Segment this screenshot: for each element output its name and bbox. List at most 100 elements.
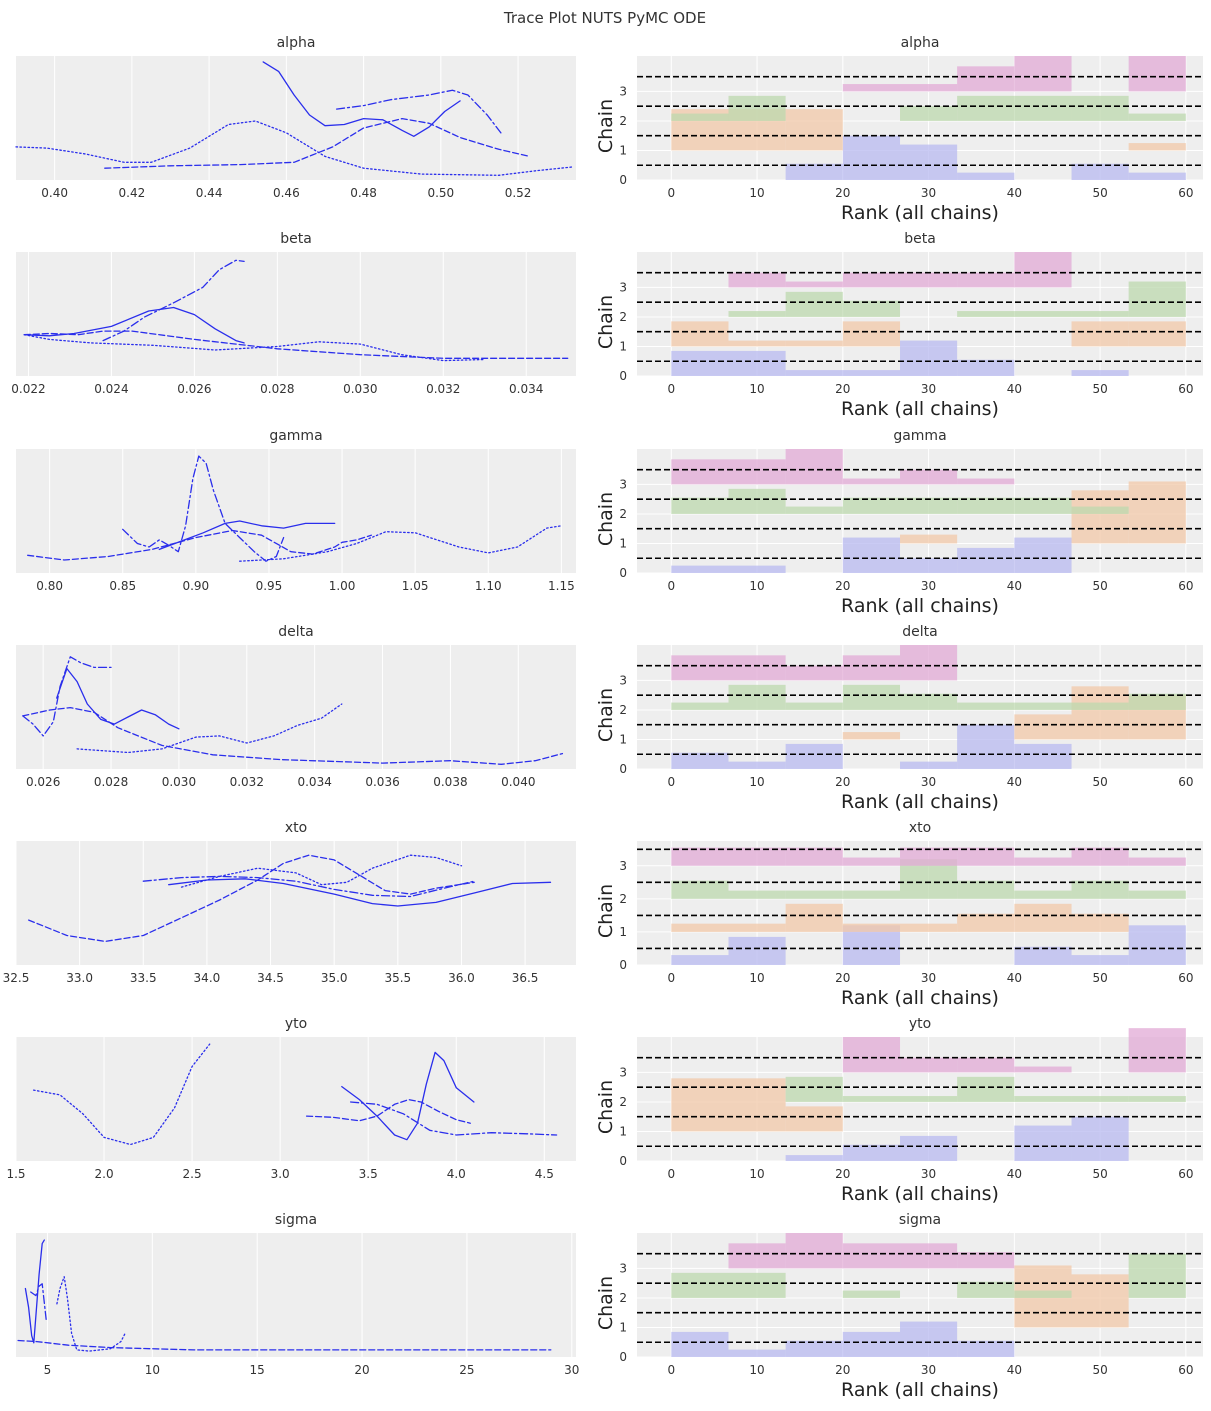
x-tick-label: 30 [921,1363,936,1377]
x-tick-label: 40 [1007,1363,1022,1377]
plot-title: xto [285,820,307,836]
x-tick-label: 0.95 [256,579,283,593]
rank-bar-chain-0 [728,761,786,769]
kde-line-chain-2 [56,1276,126,1352]
x-tick-label: 0.022 [11,382,45,396]
kde-line-chain-1 [23,330,569,359]
y-tick-label: 3 [619,673,627,687]
rank-bar-chain-0 [1014,946,1072,965]
x-tick-label: 0.028 [260,382,294,396]
rank-bar-chain-0 [900,761,958,769]
x-tick-label: 35.0 [321,971,348,985]
kde-line-chain-2 [180,854,463,888]
rank-bar-chain-0 [1071,163,1129,180]
rank-bar-chain-2 [728,684,786,710]
x-tick-label: 0.52 [505,186,532,200]
rank-bar-chain-0 [785,163,843,180]
rank-bar-chain-1 [671,321,729,347]
rank-bar-chain-0 [900,558,958,573]
rank-bar-chain-0 [957,547,1015,573]
rank-bar-chain-2 [671,497,729,514]
x-tick-label: 0 [667,186,675,200]
x-tick-label: 10 [749,1363,764,1377]
rank-bar-chain-0 [957,172,1015,180]
rank-bar-chain-0 [900,340,958,376]
x-tick-label: 4.5 [535,1167,554,1181]
plot-background [16,449,576,573]
plot-title: sigma [899,1212,941,1228]
kde-line-chain-1 [305,1098,471,1124]
kde-line-chain-2 [23,334,486,362]
kde-line-chain-1 [27,529,372,561]
x-tick-label: 1.10 [475,579,502,593]
rank-bar-chain-3 [785,449,843,485]
rank-bar-chain-0 [900,144,958,180]
rank-bar-chain-2 [1014,702,1072,710]
rank-plot-alpha: alpha 0 10 20 30 40 50 60 0 1 2 3 Rank (all chains) C… [595,35,1203,224]
y-tick-label: 2 [619,892,627,906]
y-tick-label: 2 [619,507,627,521]
plot-title: alpha [901,35,940,51]
x-tick-label: 36.0 [448,971,475,985]
y-axis-label: Chain [595,688,617,742]
rank-bar-chain-0 [1014,537,1072,573]
rank-bar-chain-3 [957,66,1015,92]
x-tick-label: 0 [667,1167,675,1181]
x-tick-label: 20 [835,186,850,200]
x-tick-label: 30 [921,382,936,396]
x-tick-label: 60 [1178,775,1193,789]
x-tick-label: 33.0 [66,971,93,985]
kde-line-chain-3 [122,455,285,562]
y-axis-label: Chain [595,99,617,153]
rank-bar-chain-2 [671,702,729,710]
x-tick-label: 4.0 [447,1167,466,1181]
rank-bar-chain-2 [1128,1096,1186,1102]
rank-bar-chain-2 [842,300,901,317]
rank-bar-chain-2 [900,1096,958,1102]
x-tick-label: 0 [667,382,675,396]
x-tick-label: 0.80 [36,579,63,593]
rank-bar-chain-3 [785,665,843,681]
rank-bar-chain-2 [671,1272,729,1298]
rank-plot-gamma: gamma 0 10 20 30 40 50 60 0 1 2 3 Rank (all chains) C… [595,428,1203,617]
rank-bar-chain-2 [957,311,1015,317]
x-tick-label: 34.5 [257,971,284,985]
rank-bar-chain-2 [842,1290,901,1298]
rank-bar-chain-3 [1014,252,1072,288]
x-tick-label: 20 [835,382,850,396]
rank-bar-chain-1 [957,913,1015,932]
kde-line-chain-2 [76,703,343,754]
rank-bar-chain-2 [842,1096,901,1102]
y-axis-label: Chain [595,884,617,938]
rank-bar-chain-1 [1071,1274,1129,1328]
rank-bar-chain-1 [728,1078,786,1132]
x-tick-label: 10 [749,382,764,396]
x-axis-label: Rank (all chains) [841,1379,999,1401]
kde-plot-gamma: gamma 0.80 0.85 0.90 0.95 1.00 1.05 1.10 1.15 [16,428,576,593]
y-tick-label: 0 [619,958,627,972]
rank-bar-chain-0 [728,936,786,965]
kde-line-chain-2 [239,525,563,562]
x-tick-label: 60 [1178,579,1193,593]
y-axis-label: Chain [595,1080,617,1134]
rank-bar-chain-0 [785,370,843,376]
rank-bar-chain-2 [728,890,786,899]
rank-bar-chain-1 [728,923,786,932]
rank-bar-chain-3 [1014,56,1072,92]
y-tick-label: 0 [619,1154,627,1168]
rank-bar-chain-1 [842,923,901,932]
rank-bar-chain-2 [957,1076,1015,1102]
rank-bar-chain-2 [1071,702,1129,710]
kde-plot-xto: xto 32.5 33.0 33.5 34.0 34.5 35.0 35.5 36.0 36.5 [3,820,576,985]
rank-bar-chain-3 [842,655,901,681]
y-tick-label: 3 [619,477,627,491]
rank-bar-chain-3 [1071,847,1129,866]
rank-plot-yto: yto 0 10 20 30 40 50 60 0 1 2 3 Rank (all chains) Cha… [595,1016,1203,1205]
rank-bar-chain-2 [900,106,958,121]
rank-bar-chain-2 [1071,1096,1129,1102]
rank-bar-chain-2 [785,1076,843,1102]
y-axis-label: Chain [595,1276,617,1330]
x-tick-label: 60 [1178,186,1193,200]
x-tick-label: 0.85 [109,579,136,593]
y-tick-label: 3 [619,84,627,98]
